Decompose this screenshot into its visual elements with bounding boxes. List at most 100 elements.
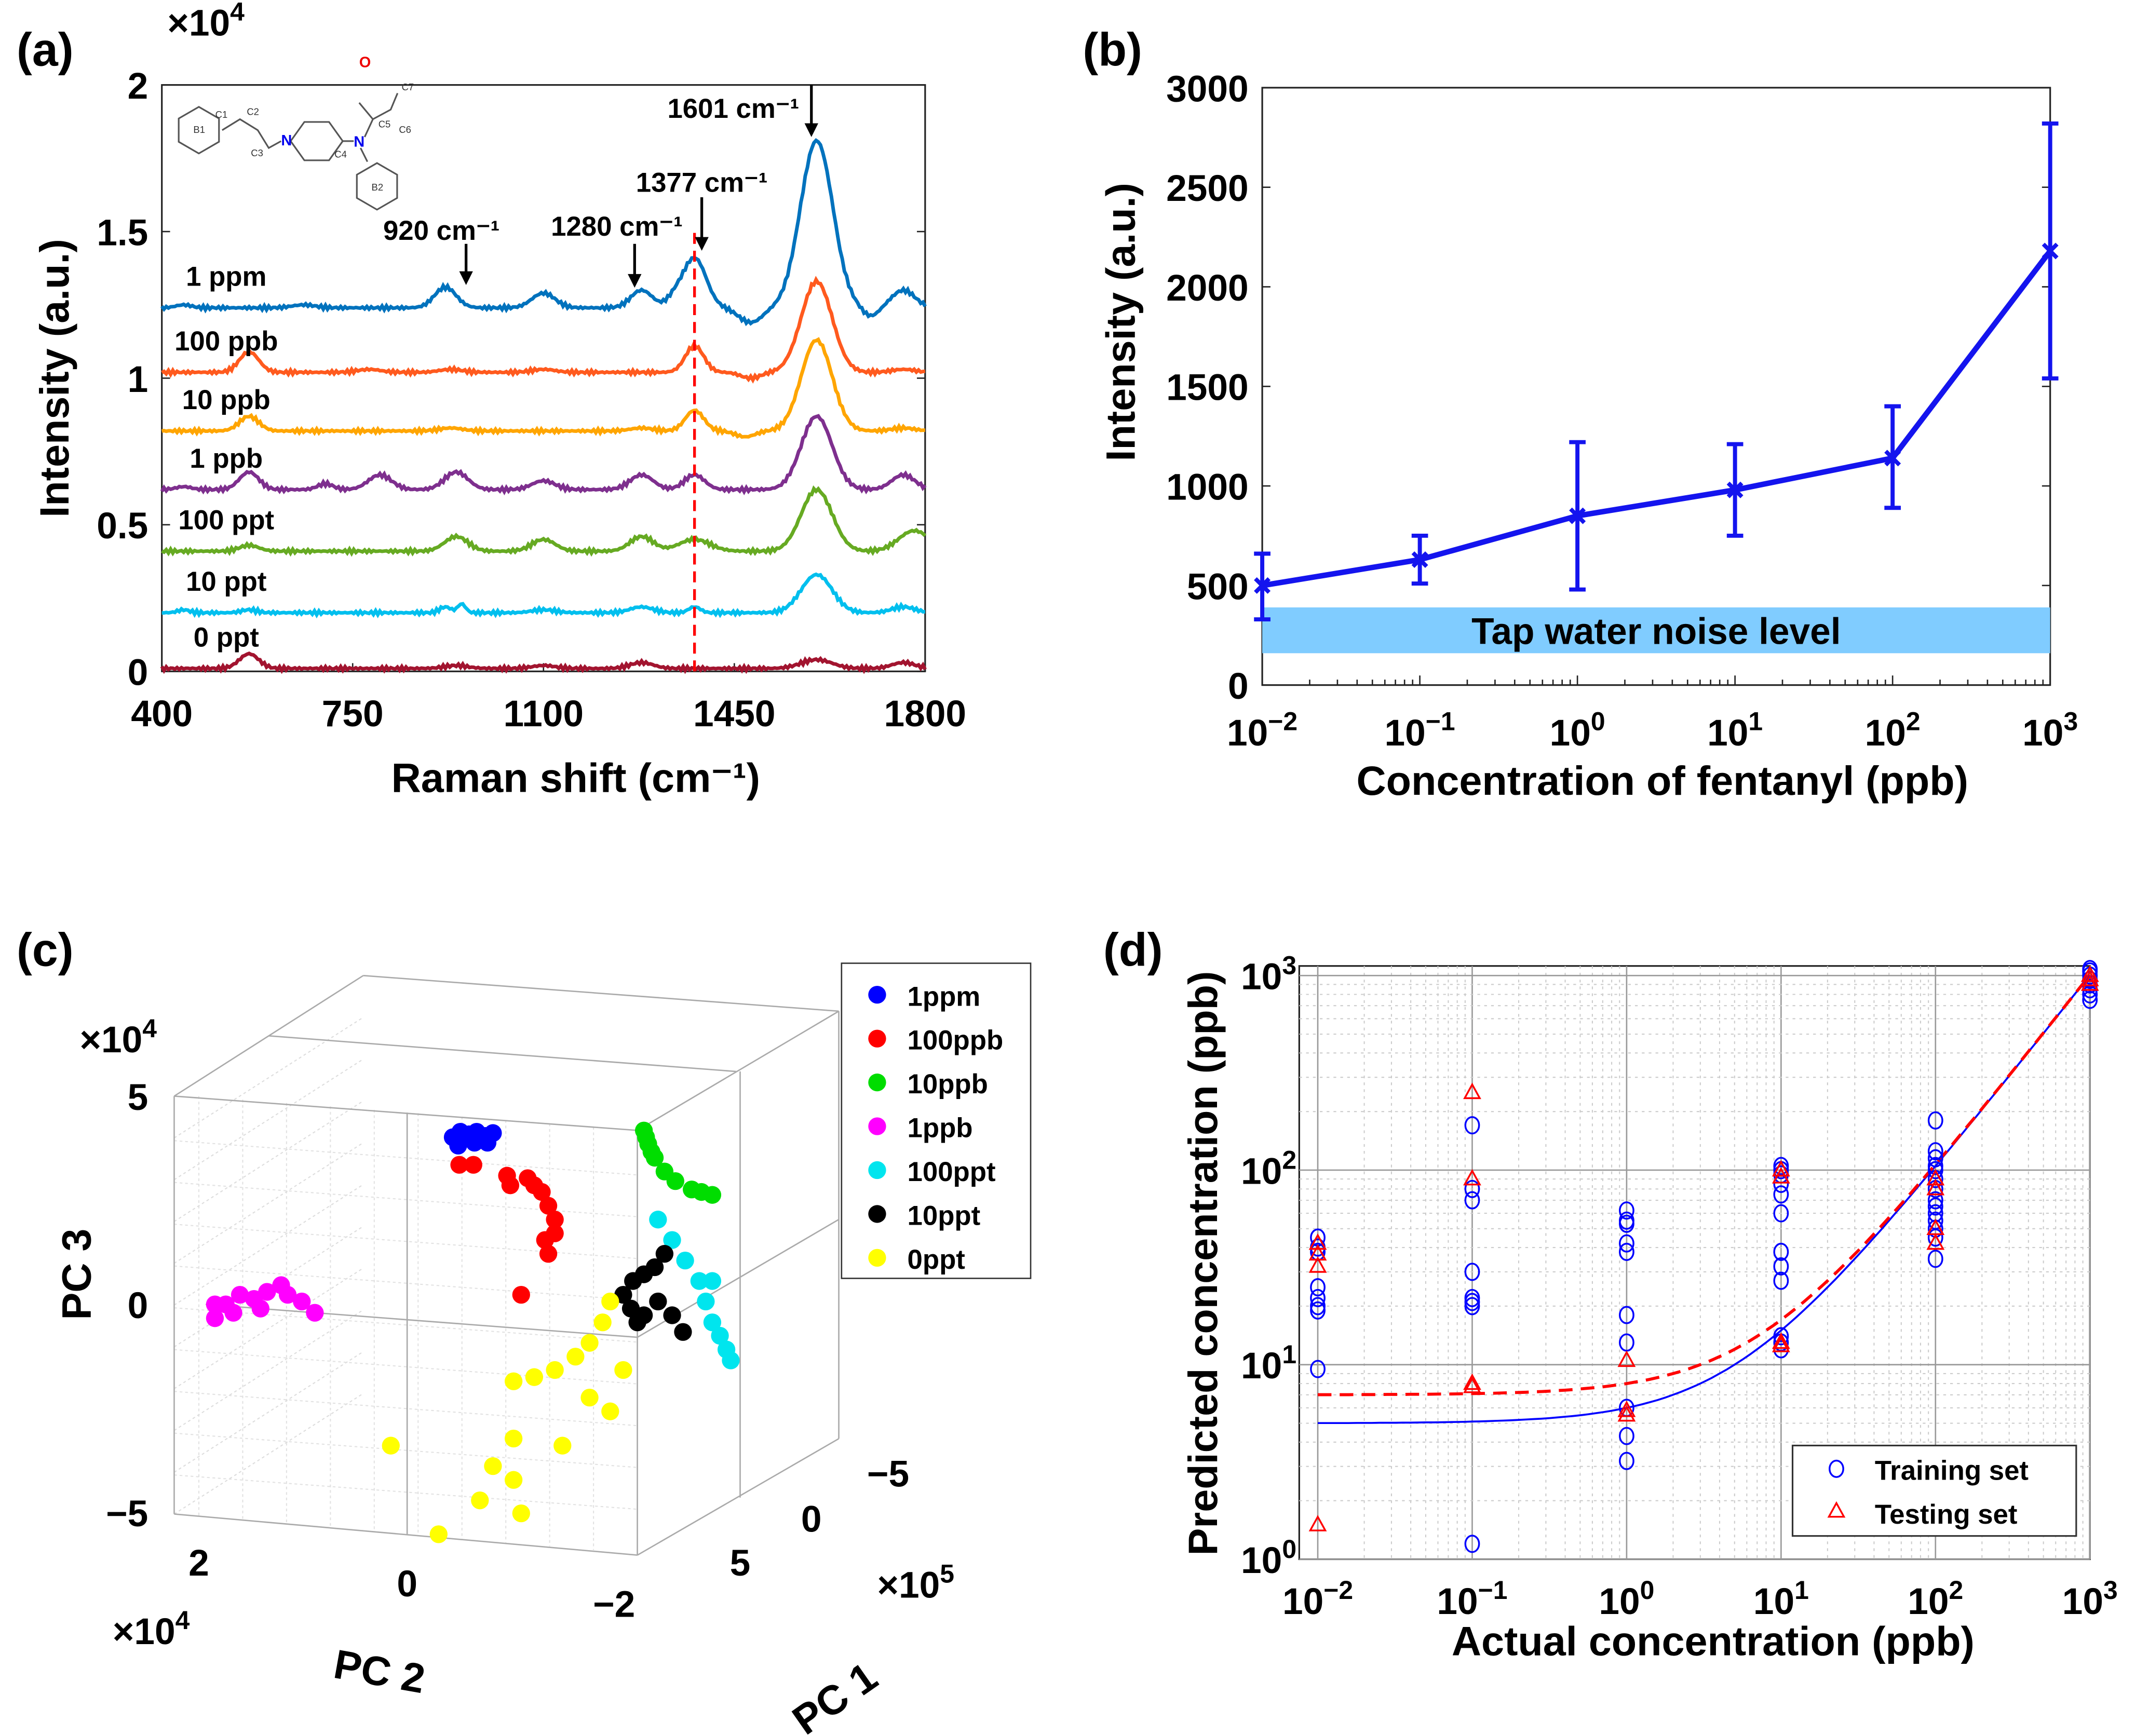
pc2-tick-label: −2 [593, 1583, 635, 1625]
panel-label-c: (c) [17, 925, 74, 976]
testing-point [2080, 965, 2099, 982]
x-tick-label: 1450 [693, 693, 776, 735]
tick-exponent: 0 [1640, 1576, 1655, 1605]
x-tick-label: 400 [131, 693, 193, 735]
scatter-point [674, 1323, 692, 1341]
y-tick-label: 500 [1187, 566, 1249, 607]
tick-base: 10 [1599, 1581, 1640, 1622]
scatter-point [533, 1183, 551, 1201]
scatter-point [251, 1299, 269, 1318]
grid-line [173, 1142, 364, 1264]
pc3-tick-label: −5 [106, 1493, 148, 1535]
y-axis-title: Intensity (a.u.) [31, 239, 77, 518]
tick-exponent: 1 [1282, 1340, 1296, 1369]
scatter-point [628, 1313, 646, 1332]
legend-marker [868, 1029, 886, 1048]
spectrum-line [161, 276, 926, 384]
training-point [1773, 1242, 1789, 1262]
series-label: 1 ppm [186, 262, 266, 292]
testing-point [1617, 1405, 1636, 1422]
cube-edge [637, 1010, 840, 1131]
scatter-point [464, 1156, 482, 1174]
training-point [1619, 1452, 1634, 1470]
panel-label-b: (b) [1083, 24, 1142, 76]
tick-base: ×10 [877, 1564, 940, 1606]
series-label: 1 ppb [190, 443, 263, 474]
scatter-point [429, 1525, 448, 1543]
scatter-point [484, 1457, 502, 1475]
x-axis-title: Actual concentration (ppb) [1452, 1618, 1975, 1664]
scatter-point [224, 1304, 242, 1322]
grid-line [173, 1393, 364, 1515]
training-point [1773, 1204, 1789, 1223]
molecule-atom-label: B1 [193, 124, 205, 135]
cube-edge [206, 1304, 638, 1338]
x-tick-label: 102 [1865, 707, 1921, 754]
tick-base: 10 [1753, 1581, 1794, 1622]
spectrum-line [160, 414, 927, 496]
cube-edge [268, 1035, 736, 1073]
x-tick-label: 103 [2022, 707, 2078, 754]
spectrum-line [161, 572, 925, 619]
spectrum-line [161, 485, 927, 557]
tick-base: ×10 [79, 1019, 142, 1061]
scatter-point [703, 1313, 722, 1332]
arrow-head-icon [459, 271, 473, 285]
grid-line [173, 1267, 364, 1389]
training-point [1310, 1289, 1326, 1307]
series-line [1262, 249, 2052, 589]
legend-circle-icon [1829, 1459, 1844, 1478]
tick-base: 10 [2022, 712, 2063, 754]
tick-exponent: 3 [2103, 1576, 2118, 1605]
tick-exponent: 3 [2063, 707, 2078, 736]
grid-line [174, 1224, 638, 1259]
training-point [1619, 1427, 1634, 1445]
scatter-point [580, 1334, 599, 1352]
testing-point [2080, 974, 2099, 991]
grid-line [174, 1182, 638, 1217]
tick-base: 10 [1241, 1540, 1282, 1581]
scatter-point [593, 1313, 612, 1332]
tick-base: 10 [1241, 956, 1282, 998]
scatter-point [504, 1429, 523, 1448]
molecule-atom-label: N [281, 132, 292, 149]
data-point-marker [1726, 481, 1743, 498]
training-point [1927, 1250, 1943, 1268]
training-point [1619, 1242, 1634, 1262]
panel-label-d: (d) [1103, 925, 1163, 976]
tick-exponent: 3 [1282, 951, 1296, 980]
molecule-atom-label: B2 [372, 182, 384, 193]
scatter-point [703, 1272, 722, 1290]
scatter-point [539, 1197, 558, 1215]
grid-line [173, 1059, 364, 1181]
grid-line [174, 1140, 638, 1176]
pc3-tick-label: 5 [128, 1077, 148, 1118]
training-point [1464, 1263, 1480, 1281]
grid-line [174, 1349, 638, 1385]
tick-exponent: 4 [142, 1014, 157, 1043]
tick-base: 10 [1707, 712, 1748, 754]
testing-point [1772, 1332, 1790, 1349]
grid-line [173, 1100, 364, 1222]
training-point [1773, 1257, 1789, 1276]
x-tick-label: 100 [1550, 707, 1605, 754]
scatter-point [697, 1292, 715, 1311]
testing-point [1772, 1336, 1790, 1352]
tick-exponent: 5 [940, 1559, 954, 1588]
x-axis-title: Raman shift (cm⁻¹) [391, 755, 760, 801]
scatter-point [663, 1306, 681, 1324]
legend-entry: 100ppb [908, 1025, 1004, 1056]
training-point [1773, 1185, 1789, 1204]
testing-point [1463, 1373, 1481, 1390]
scatter-point [722, 1351, 740, 1369]
scatter-point [580, 1388, 599, 1407]
grid-line [174, 1391, 638, 1427]
cube-edge [174, 1095, 638, 1131]
y-tick-label: 1 [128, 359, 148, 400]
pc2-axis-title: PC 2 [330, 1640, 428, 1702]
training-point [1619, 1214, 1634, 1233]
peak-annotation: 1377 cm⁻¹ [636, 168, 768, 198]
x-tick-label: 1100 [503, 693, 584, 735]
grid-line [173, 1016, 364, 1138]
tick-base: 10 [1385, 712, 1426, 754]
